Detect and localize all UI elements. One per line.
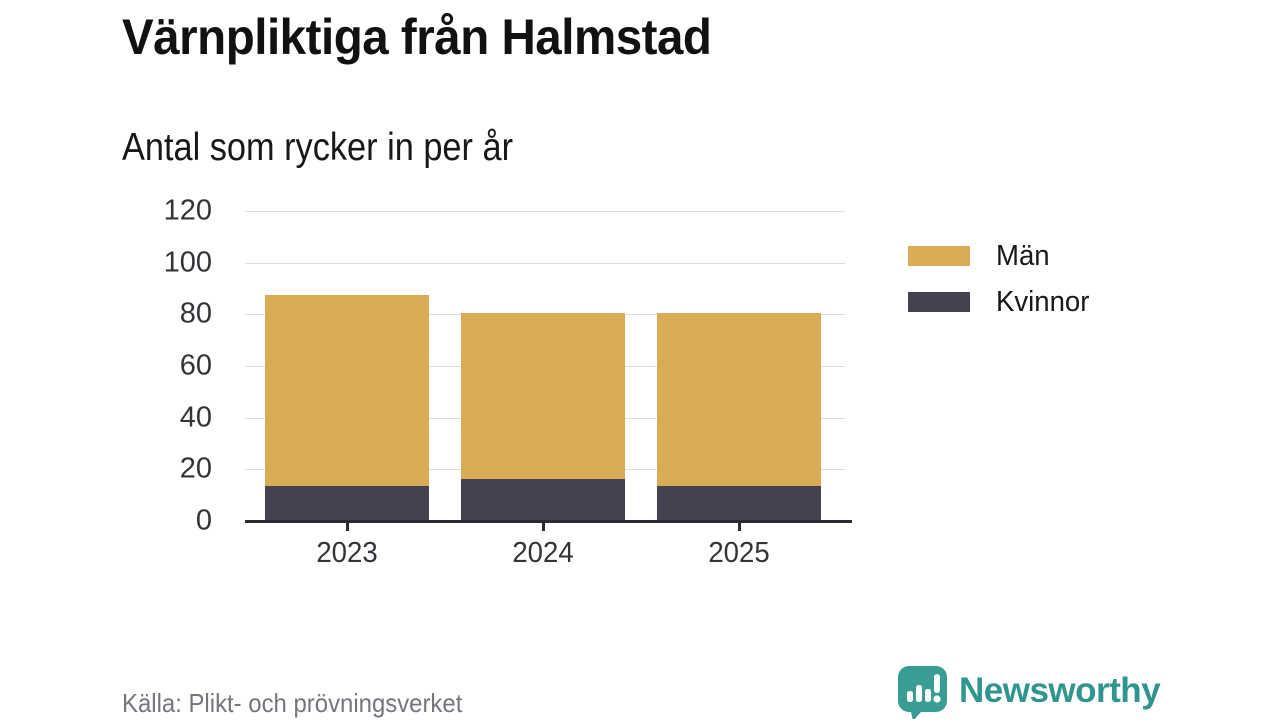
legend-item-män: Män bbox=[908, 240, 1094, 272]
legend-item-kvinnor: Kvinnor bbox=[908, 286, 1094, 318]
legend-label-kvinnor: Kvinnor bbox=[996, 285, 1090, 318]
y-tick-label-0: 0 bbox=[195, 504, 212, 537]
y-tick-label-60: 60 bbox=[179, 349, 212, 382]
newsworthy-logo-icon bbox=[897, 665, 948, 724]
y-tick-label-120: 120 bbox=[163, 194, 212, 227]
y-tick-label-100: 100 bbox=[163, 246, 212, 279]
gridline-100 bbox=[245, 262, 845, 264]
x-tick-2025 bbox=[737, 522, 741, 531]
chart-title: Värnpliktiga från Halmstad bbox=[122, 9, 712, 65]
x-tick-2024 bbox=[541, 522, 545, 531]
bar-segment-2023-män bbox=[265, 295, 429, 487]
bar-segment-2023-kvinnor bbox=[265, 486, 429, 520]
legend-swatch-kvinnor bbox=[908, 292, 970, 312]
x-tick-2023 bbox=[345, 522, 349, 531]
bar-segment-2025-män bbox=[657, 313, 821, 487]
brand-name: Newsworthy bbox=[959, 670, 1161, 710]
x-tick-label-2023: 2023 bbox=[316, 537, 378, 569]
y-axis: 0 20 40 60 80 100 120 bbox=[120, 195, 212, 537]
y-tick-label-40: 40 bbox=[179, 401, 212, 434]
bar-2023 bbox=[265, 295, 429, 520]
legend-label-män: Män bbox=[996, 239, 1050, 272]
bar-segment-2024-män bbox=[461, 313, 625, 479]
x-axis-line bbox=[245, 520, 852, 523]
x-tick-label-2025: 2025 bbox=[708, 537, 770, 569]
gridline-120 bbox=[245, 211, 845, 212]
source-note: Källa: Plikt- och prövningsverket bbox=[122, 688, 463, 718]
bar-segment-2024-kvinnor bbox=[461, 478, 625, 520]
plot-area: 2023 2024 2025 bbox=[245, 211, 852, 569]
brand-footer: Newsworthy bbox=[897, 665, 1161, 724]
y-tick-label-20: 20 bbox=[179, 452, 212, 485]
legend: Män Kvinnor bbox=[908, 240, 1094, 318]
x-tick-label-2024: 2024 bbox=[512, 537, 574, 569]
legend-swatch-män bbox=[908, 246, 970, 266]
bar-2025 bbox=[657, 313, 821, 520]
bar-2024 bbox=[461, 313, 625, 520]
y-tick-label-80: 80 bbox=[179, 297, 212, 330]
chart-subtitle: Antal som rycker in per år bbox=[122, 126, 513, 169]
bar-segment-2025-kvinnor bbox=[657, 486, 821, 520]
